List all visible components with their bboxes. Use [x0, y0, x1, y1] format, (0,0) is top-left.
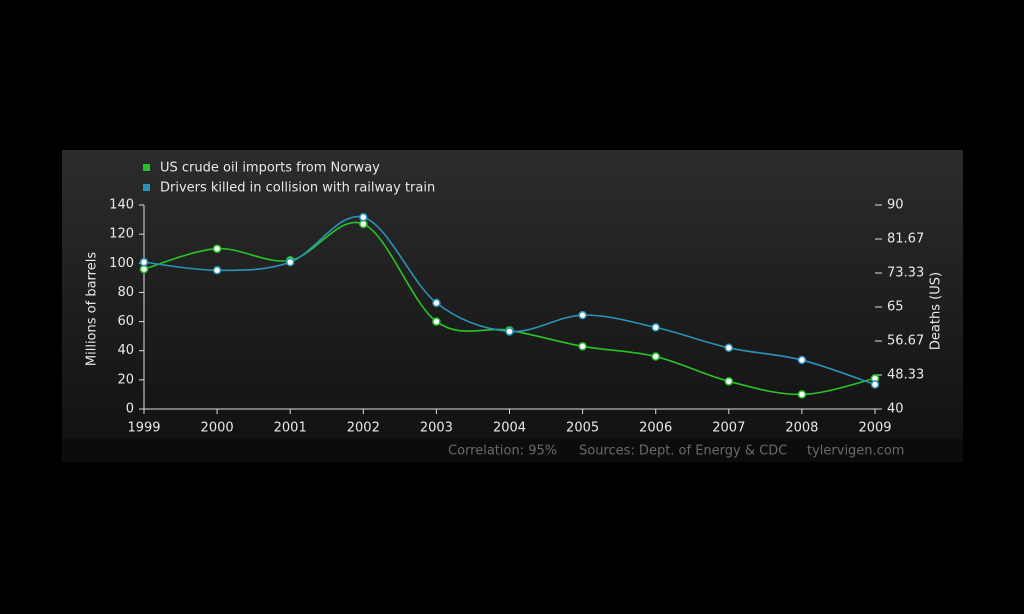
- point: [870, 380, 880, 389]
- point: [505, 327, 514, 336]
- y-tick-label: 80: [117, 285, 134, 300]
- x-tick-label: 2009: [858, 421, 891, 436]
- point: [359, 219, 368, 229]
- series-line: [143, 215, 876, 386]
- x-tick-label: 2006: [639, 421, 672, 436]
- legend-label: Drivers killed in collision with railway…: [160, 181, 435, 196]
- y-tick-label: 60: [117, 314, 134, 329]
- y2-tick-label: 90: [887, 198, 904, 213]
- y2-tick-label: 73.33: [887, 266, 924, 281]
- y-tick-label: 0: [126, 402, 134, 417]
- point: [139, 257, 149, 267]
- x-tick-label: 2005: [566, 421, 599, 436]
- y2-tick-label: 40: [887, 402, 904, 417]
- point: [651, 352, 660, 361]
- point: [724, 343, 734, 353]
- point: [139, 264, 149, 274]
- footer-strip: [62, 438, 963, 462]
- x-tick-label: 2001: [274, 421, 307, 436]
- point: [578, 342, 587, 351]
- legend-swatch: [143, 164, 150, 171]
- point: [578, 310, 587, 320]
- point: [724, 377, 734, 386]
- point: [651, 323, 660, 332]
- x-tick-label: 1999: [127, 421, 160, 436]
- point: [432, 298, 441, 308]
- x-tick-label: 2007: [712, 421, 745, 436]
- y-axis-title: Millions of barrels: [85, 252, 100, 366]
- y2-tick-label: 56.67: [887, 333, 924, 348]
- y2-tick-label: 65: [887, 300, 904, 315]
- point: [432, 317, 441, 326]
- y-tick-label: 120: [109, 227, 134, 242]
- point: [212, 266, 222, 275]
- x-tick-label: 2002: [347, 421, 380, 436]
- y2-axis-title: Deaths (US): [929, 272, 944, 350]
- y-tick-label: 140: [109, 198, 134, 213]
- point: [359, 212, 368, 222]
- x-tick-label: 2004: [493, 421, 526, 436]
- point: [285, 257, 295, 267]
- point: [797, 355, 807, 365]
- x-tick-label: 2008: [785, 421, 818, 436]
- y-tick-label: 20: [117, 372, 134, 387]
- x-tick-label: 2000: [201, 421, 234, 436]
- legend-label: US crude oil imports from Norway: [160, 161, 380, 176]
- footnote: tylervigen.com: [807, 444, 904, 459]
- legend-swatch: [143, 184, 150, 191]
- footnote: Correlation: 95%: [448, 444, 557, 459]
- point: [797, 390, 807, 399]
- point: [212, 244, 222, 253]
- panel: [62, 150, 963, 438]
- y2-tick-label: 48.33: [887, 368, 924, 383]
- y-tick-label: 100: [109, 256, 134, 271]
- footnote: Sources: Dept. of Energy & CDC: [579, 444, 787, 459]
- y2-tick-label: 81.67: [887, 231, 924, 246]
- x-tick-label: 2003: [420, 421, 453, 436]
- y-tick-label: 40: [117, 343, 134, 358]
